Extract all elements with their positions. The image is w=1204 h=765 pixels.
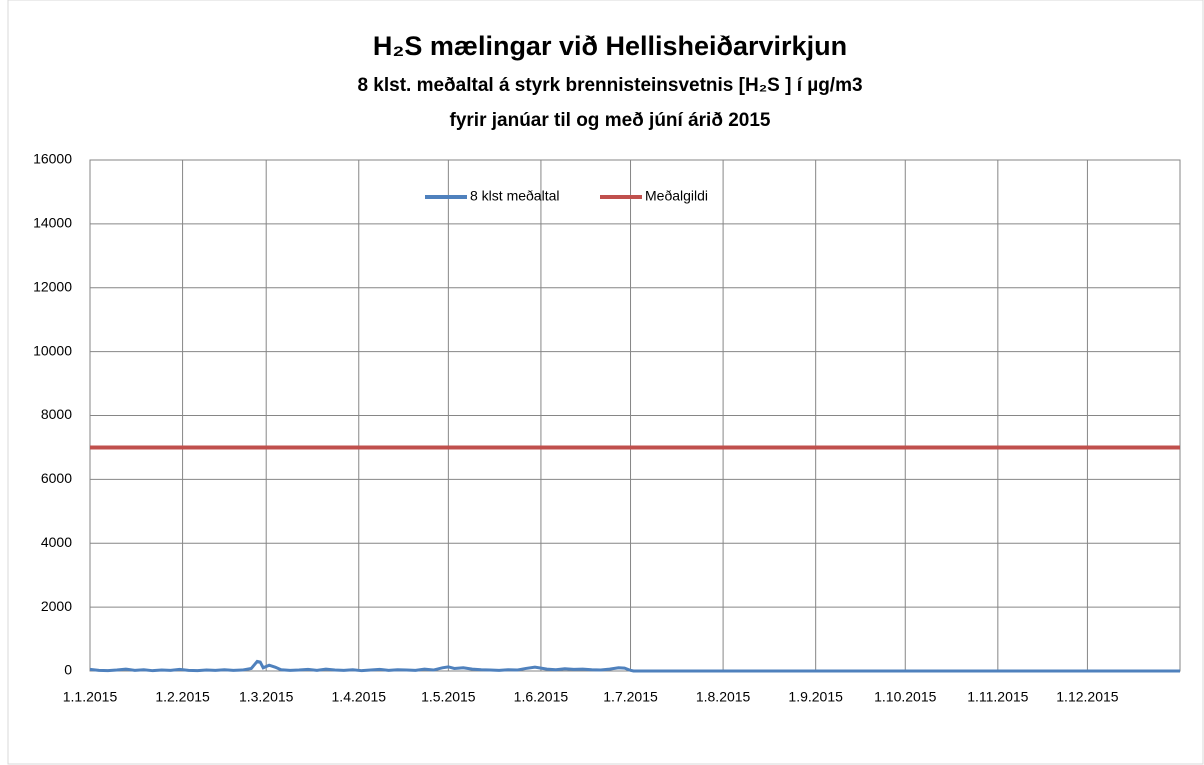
x-tick-label: 1.1.2015 [63, 689, 118, 705]
chart-subtitle: fyrir janúar til og með júní árið 2015 [450, 110, 771, 131]
x-tick-label: 1.10.2015 [874, 689, 936, 705]
x-tick-label: 1.3.2015 [239, 689, 294, 705]
legend-label: 8 klst meðaltal [470, 188, 559, 204]
y-tick-label: 12000 [33, 278, 72, 294]
chart-title: H₂S mælingar við Hellisheiðarvirkjun [373, 31, 847, 61]
legend-label: Meðalgildi [645, 188, 708, 204]
y-tick-label: 2000 [41, 598, 72, 614]
y-tick-label: 16000 [33, 151, 72, 167]
series-line [89, 659, 1180, 673]
chart-subtitle: 8 klst. meðaltal á styrk brennisteinsvet… [357, 75, 862, 96]
y-tick-label: 4000 [41, 534, 72, 550]
y-tick-label: 10000 [33, 342, 72, 358]
y-tick-label: 8000 [41, 406, 72, 422]
x-tick-label: 1.5.2015 [421, 689, 476, 705]
x-tick-label: 1.4.2015 [332, 689, 387, 705]
chart-frame [7, 0, 1204, 765]
y-tick-label: 14000 [33, 215, 72, 231]
x-tick-label: 1.8.2015 [696, 689, 751, 705]
x-tick-label: 1.6.2015 [514, 689, 569, 705]
x-tick-label: 1.9.2015 [788, 689, 843, 705]
x-tick-label: 1.12.2015 [1056, 689, 1118, 705]
x-tick-label: 1.11.2015 [967, 689, 1028, 705]
x-tick-label: 1.7.2015 [603, 689, 658, 705]
x-tick-label: 1.2.2015 [155, 689, 210, 705]
y-tick-label: 0 [64, 662, 72, 678]
y-tick-label: 6000 [41, 470, 72, 486]
